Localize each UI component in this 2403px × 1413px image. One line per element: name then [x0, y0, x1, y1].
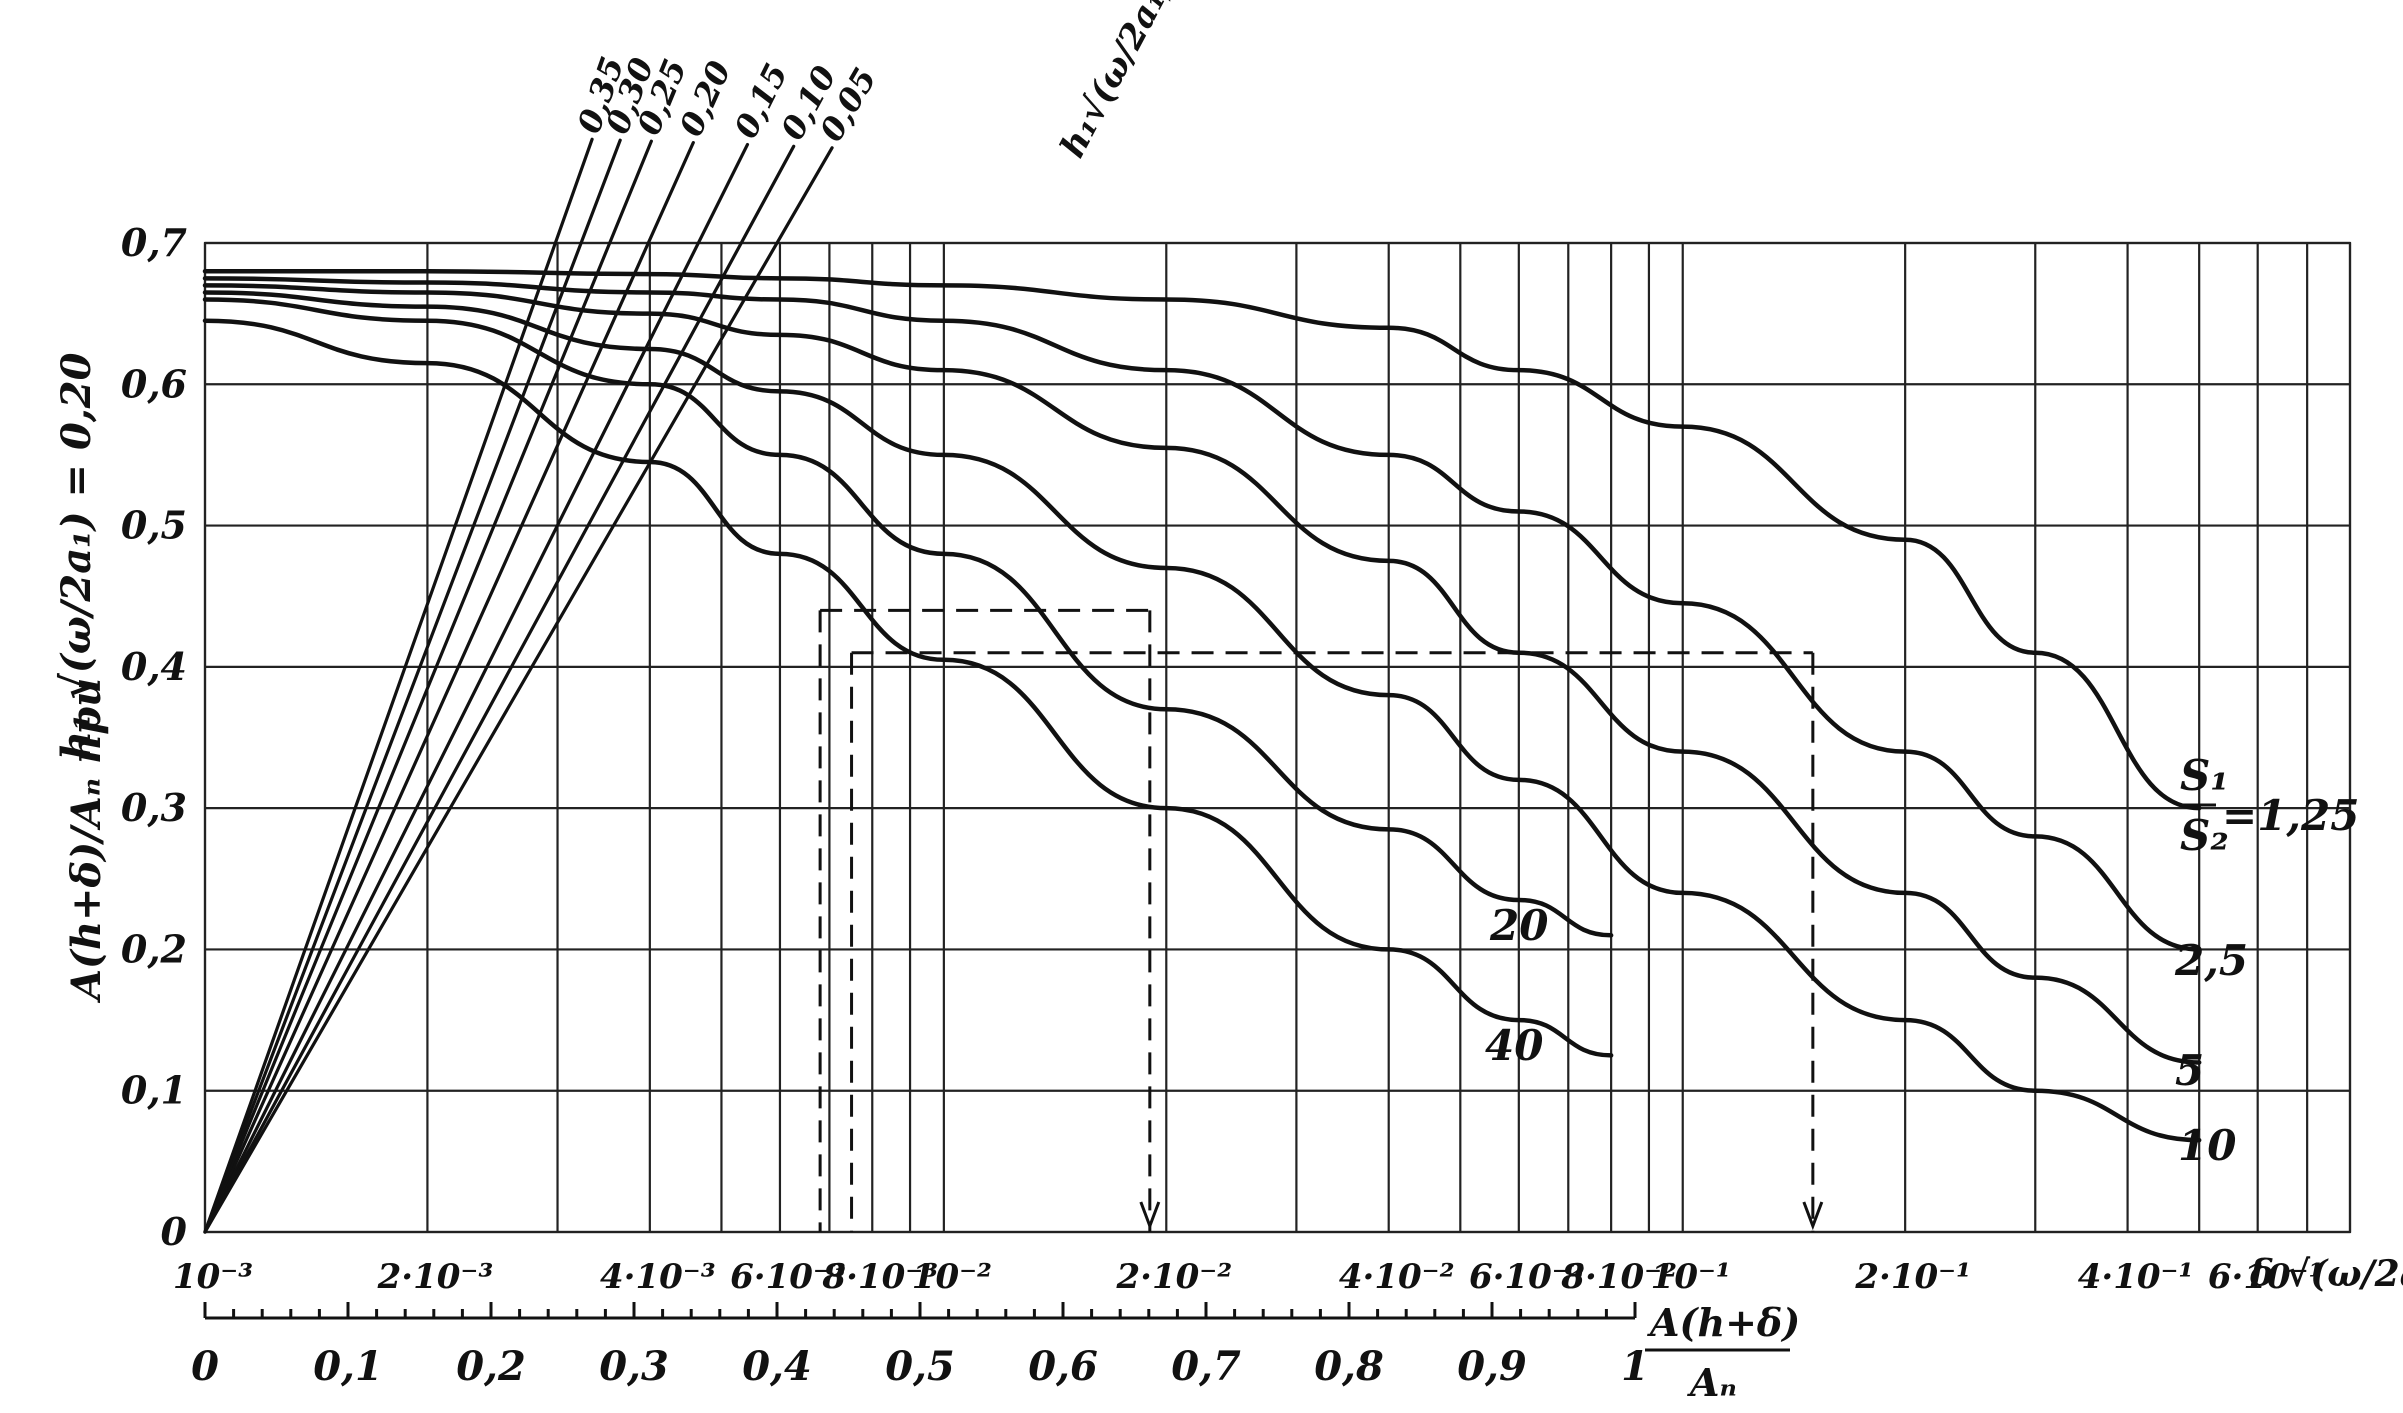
x-linear-label-num: A(h+δ) [1647, 1300, 1800, 1345]
x-linear-tick-label: 0,4 [742, 1343, 812, 1390]
x-log-tick-label: 10⁻³ [173, 1257, 253, 1297]
x-log-tick-label: 4·10⁻³ [600, 1257, 716, 1297]
x-log-tick-label: 2·10⁻³ [377, 1257, 494, 1297]
ratio-curve [202, 290, 2202, 1143]
y-tick-label: 0,5 [121, 503, 187, 548]
guide-arrowhead [1802, 1201, 1824, 1231]
ray-line [203, 141, 695, 1234]
x-log-tick-label: 10⁻² [912, 1257, 992, 1297]
ratio-curve [202, 318, 1614, 1058]
ratio-curve-label: 40 [1485, 1021, 1543, 1070]
x-linear-label-den: Aₙ [1687, 1360, 1737, 1405]
y-tick-label: 0,2 [121, 926, 187, 971]
x-log-tick-label: 10⁻¹ [1651, 1257, 1731, 1297]
ray-family-title: h₁√(ω/2a₁) [1053, 0, 1182, 164]
x-log-tick-label: 6·10⁻³ [730, 1257, 846, 1297]
ray-line [203, 138, 622, 1234]
ratio-curve [202, 276, 2202, 952]
legend-ratio-value: =1,25 [2222, 791, 2359, 840]
x-log-tick-label: 2·10⁻² [1115, 1257, 1232, 1297]
x-log-tick-label: 6·10⁻² [1469, 1257, 1585, 1297]
plot-frame [203, 241, 2352, 1234]
y-axis-label-left: A(h+δ)/Aₙ при [63, 678, 110, 1004]
x-log-tick-label: 8·10⁻³ [821, 1257, 938, 1297]
y-tick-label: 0,7 [121, 220, 187, 265]
ratio-curve [202, 269, 2202, 811]
x-linear-tick-label: 0,5 [885, 1343, 955, 1390]
ratio-curve [202, 297, 1614, 938]
ratio-curve [202, 283, 2202, 1065]
legend-ratio-den: S₂ [2180, 811, 2229, 860]
x-linear-tick-label: 0 [191, 1343, 219, 1390]
x-log-tick-label: 6·10⁻¹ [2208, 1257, 2324, 1297]
axes [203, 803, 2216, 1352]
ratio-curve-label: 5 [2175, 1046, 2204, 1095]
x-linear-tick-label: 1 [1621, 1343, 1649, 1390]
x-linear-tick-label: 0,7 [1171, 1343, 1241, 1390]
y-tick-label: 0 [161, 1209, 188, 1254]
dashed-guides [818, 608, 1824, 1232]
x-linear-tick-label: 0,9 [1457, 1343, 1527, 1390]
x-linear-tick-label: 0,6 [1028, 1343, 1098, 1390]
guide-arrowhead [1139, 1201, 1161, 1231]
grid [203, 241, 2352, 1234]
x-linear-tick-label: 0,8 [1314, 1343, 1384, 1390]
ratio-curves [202, 269, 2202, 1143]
x-linear-tick-label: 0,1 [313, 1343, 383, 1390]
y-tick-label: 0,4 [121, 644, 187, 689]
x-log-tick-label: 4·10⁻² [1339, 1257, 1455, 1297]
ray-family: 0,350,300,250,200,150,100,05 [203, 52, 884, 1234]
ratio-curve-label: 20 [1489, 901, 1548, 950]
ray-line [203, 146, 834, 1234]
ratio-curve-label: 10 [2178, 1121, 2236, 1170]
ray-line [203, 139, 653, 1234]
x-linear-tick-label: 0,3 [599, 1343, 669, 1390]
x-linear-tick-label: 0,2 [456, 1343, 526, 1390]
ratio-curve-label: 2,5 [2174, 936, 2248, 985]
legend-ratio-num: S₁ [2180, 751, 2229, 800]
ray-line [203, 144, 796, 1234]
y-axis-label-right: h₁ √(ω/2a₁) = 0,20 [53, 352, 100, 760]
ray-line [203, 142, 750, 1234]
y-tick-label: 0,6 [121, 361, 187, 406]
x-axis-log-label: δ √(ω/2a₂) [2249, 1253, 2403, 1295]
x-log-tick-label: 8·10⁻² [1560, 1257, 1677, 1297]
x-log-tick-label: 2·10⁻¹ [1854, 1257, 1971, 1297]
y-tick-label: 0,3 [121, 785, 187, 830]
x-log-tick-label: 4·10⁻¹ [2078, 1257, 2194, 1297]
y-tick-label: 0,1 [121, 1068, 187, 1113]
